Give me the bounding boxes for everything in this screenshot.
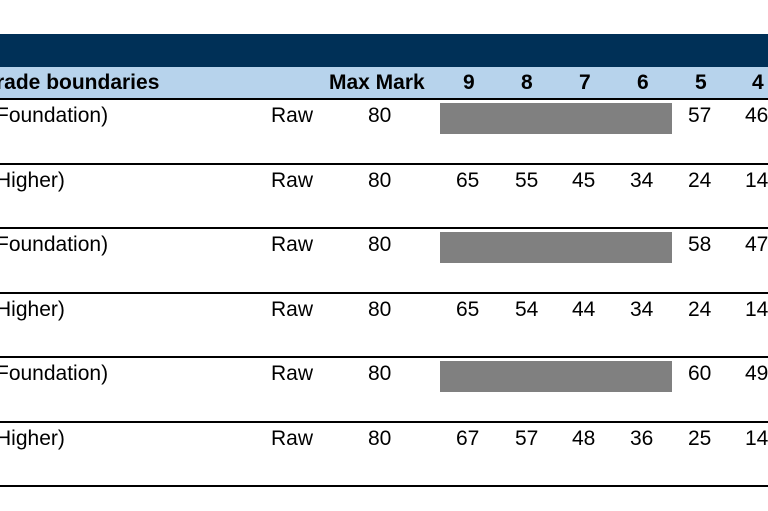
table-header-row: rade boundaries Max Mark 9 8 7 6 5 4 [0, 67, 768, 100]
grade-7-value: 45 [572, 169, 596, 192]
grade-8-value: 54 [515, 298, 539, 321]
grade-4-value: 14 [745, 427, 768, 450]
row-divider [0, 227, 768, 229]
paper-name: Higher) [0, 169, 65, 192]
grade-7-value: 44 [572, 298, 596, 321]
grade-8-value: 55 [515, 169, 539, 192]
grade-4-value: 49 [745, 362, 768, 385]
grade-not-available-shade [440, 361, 672, 392]
row-divider [0, 356, 768, 358]
table-row: Higher) Raw 80 67 57 48 36 25 14 [0, 423, 768, 487]
grade-9-value: 67 [456, 427, 480, 450]
table-row: Higher) Raw 80 65 55 45 34 24 14 [0, 165, 768, 229]
grade-6-value: 34 [630, 169, 654, 192]
max-mark: 80 [368, 362, 392, 385]
grade-5-value: 24 [688, 298, 712, 321]
grade-5-value: 57 [688, 104, 712, 127]
table-row: Foundation) Raw 80 60 49 [0, 358, 768, 422]
grade-5-value: 25 [688, 427, 712, 450]
max-mark: 80 [368, 104, 392, 127]
grade-6-value: 34 [630, 298, 654, 321]
grade-not-available-shade [440, 232, 672, 263]
paper-name: Higher) [0, 427, 65, 450]
grade-5-value: 60 [688, 362, 712, 385]
grade-4-value: 47 [745, 233, 768, 256]
grade-7-value: 48 [572, 427, 596, 450]
paper-name: Foundation) [0, 104, 109, 127]
grade-6-value: 36 [630, 427, 654, 450]
paper-name: Higher) [0, 298, 65, 321]
mark-type: Raw [271, 169, 314, 192]
grade-4-value: 14 [745, 298, 768, 321]
table-title-bar [0, 34, 768, 67]
paper-name: Foundation) [0, 362, 109, 385]
grade-5-value: 58 [688, 233, 712, 256]
mark-type: Raw [271, 233, 314, 256]
grade-not-available-shade [440, 103, 672, 134]
header-grade-4: 4 [752, 71, 764, 94]
paper-name: Foundation) [0, 233, 109, 256]
mark-type: Raw [271, 104, 314, 127]
grade-9-value: 65 [456, 298, 480, 321]
row-divider [0, 292, 768, 294]
max-mark: 80 [368, 298, 392, 321]
grade-8-value: 57 [515, 427, 539, 450]
header-grade-5: 5 [695, 71, 707, 94]
max-mark: 80 [368, 427, 392, 450]
header-grade-9: 9 [463, 71, 475, 94]
header-grade-8: 8 [521, 71, 533, 94]
grade-9-value: 65 [456, 169, 480, 192]
table-row: Foundation) Raw 80 57 46 [0, 100, 768, 164]
header-grade-7: 7 [579, 71, 591, 94]
header-grade-boundaries: rade boundaries [0, 71, 160, 94]
table-row: Higher) Raw 80 65 54 44 34 24 14 [0, 294, 768, 358]
row-divider [0, 421, 768, 423]
max-mark: 80 [368, 233, 392, 256]
row-divider [0, 485, 768, 487]
mark-type: Raw [271, 298, 314, 321]
max-mark: 80 [368, 169, 392, 192]
grade-5-value: 24 [688, 169, 712, 192]
row-divider [0, 163, 768, 165]
grade-4-value: 46 [745, 104, 768, 127]
header-max-mark: Max Mark [329, 71, 425, 94]
mark-type: Raw [271, 362, 314, 385]
header-grade-6: 6 [637, 71, 649, 94]
table-row: Foundation) Raw 80 58 47 [0, 229, 768, 293]
mark-type: Raw [271, 427, 314, 450]
grade-4-value: 14 [745, 169, 768, 192]
